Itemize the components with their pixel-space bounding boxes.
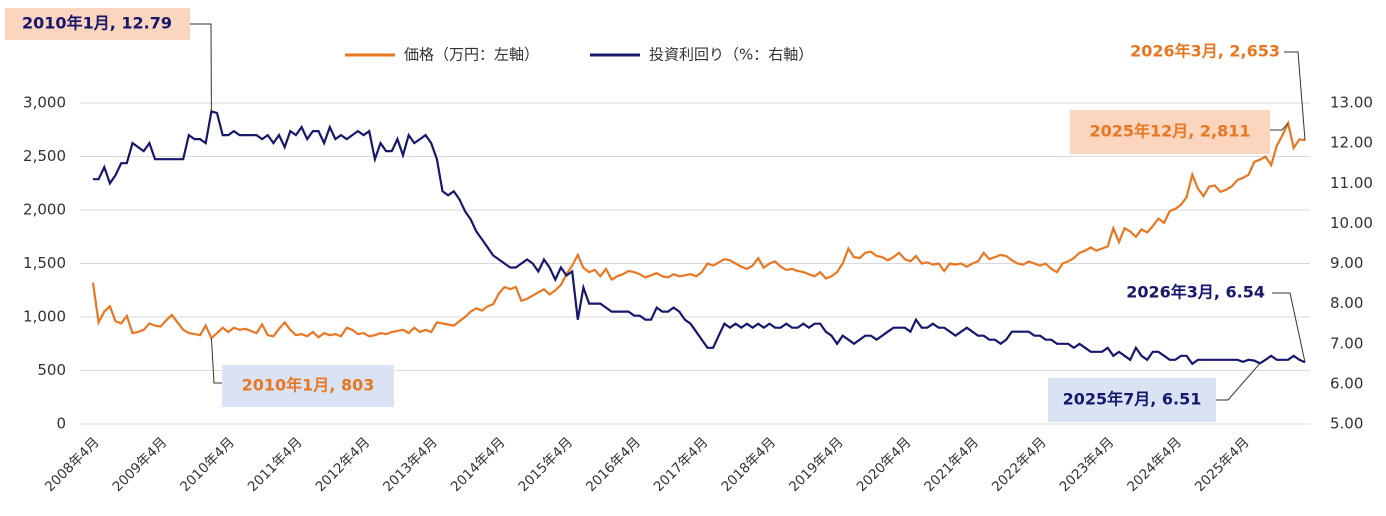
x-tick-label: 2023年4月 (1057, 434, 1118, 495)
legend-label: 価格（万円：左軸） (404, 46, 539, 64)
y2-tick-label: 12.00 (1330, 134, 1373, 152)
y-tick-label: 1,000 (23, 308, 66, 326)
x-tick-label: 2016年4月 (583, 434, 644, 495)
x-tick-label: 2010年4月 (177, 434, 238, 495)
annotation-leader (1216, 363, 1261, 401)
annotation: 2010年1月, 12.79 (22, 14, 172, 33)
annotation-leader (1284, 51, 1306, 141)
y2-tick-label: 10.00 (1330, 214, 1373, 232)
annotation-box (1048, 378, 1216, 422)
annotation: 2026年3月, 6.54 (1126, 283, 1265, 302)
y-tick-label: 2,000 (23, 201, 66, 219)
y2-tick-label: 5.00 (1330, 415, 1363, 433)
x-tick-label: 2011年4月 (245, 434, 306, 495)
annotation: 2025年12月, 2,811 (1089, 122, 1250, 141)
x-tick-label: 2022年4月 (989, 434, 1050, 495)
y-tick-label: 2,500 (23, 147, 66, 165)
annotation-leader (210, 338, 222, 384)
x-tick-label: 2015年4月 (515, 434, 576, 495)
x-tick-label: 2012年4月 (312, 434, 373, 495)
annotation: 2025年7月, 6.51 (1063, 390, 1202, 409)
annotation-box (1070, 110, 1270, 154)
x-tick-label: 2008年4月 (42, 434, 103, 495)
x-tick-label: 2025年4月 (1192, 434, 1253, 495)
x-tick-label: 2019年4月 (786, 434, 847, 495)
annotation-leader (1272, 292, 1306, 363)
x-tick-label: 2024年4月 (1124, 434, 1185, 495)
series-line (93, 110, 1306, 366)
y-tick-label: 0 (56, 415, 66, 433)
y-tick-label: 500 (37, 361, 66, 379)
annotation: 2026年3月, 2,653 (1130, 42, 1280, 61)
series-line (91, 119, 1306, 340)
y2-tick-label: 11.00 (1330, 174, 1373, 192)
annotation-box (222, 365, 394, 407)
y-tick-label: 1,500 (23, 254, 66, 272)
annotation-leader (1270, 122, 1289, 131)
x-tick-label: 2009年4月 (110, 434, 171, 495)
x-tick-label: 2021年4月 (921, 434, 982, 495)
y2-tick-label: 8.00 (1330, 294, 1363, 312)
x-tick-label: 2013年4月 (380, 434, 441, 495)
legend-label: 投資利回り（%：右軸） (649, 46, 813, 64)
x-tick-label: 2020年4月 (854, 434, 915, 495)
y2-tick-label: 13.00 (1330, 94, 1373, 112)
x-tick-label: 2017年4月 (651, 434, 712, 495)
x-tick-label: 2018年4月 (718, 434, 779, 495)
annotation-leader (190, 23, 212, 112)
y2-tick-label: 6.00 (1330, 374, 1363, 392)
x-tick-label: 2014年4月 (448, 434, 509, 495)
y-tick-label: 3,000 (23, 94, 66, 112)
annotation-box (5, 8, 190, 40)
y2-tick-label: 9.00 (1330, 254, 1363, 272)
annotation: 2010年1月, 803 (242, 376, 375, 395)
y2-tick-label: 7.00 (1330, 334, 1363, 352)
